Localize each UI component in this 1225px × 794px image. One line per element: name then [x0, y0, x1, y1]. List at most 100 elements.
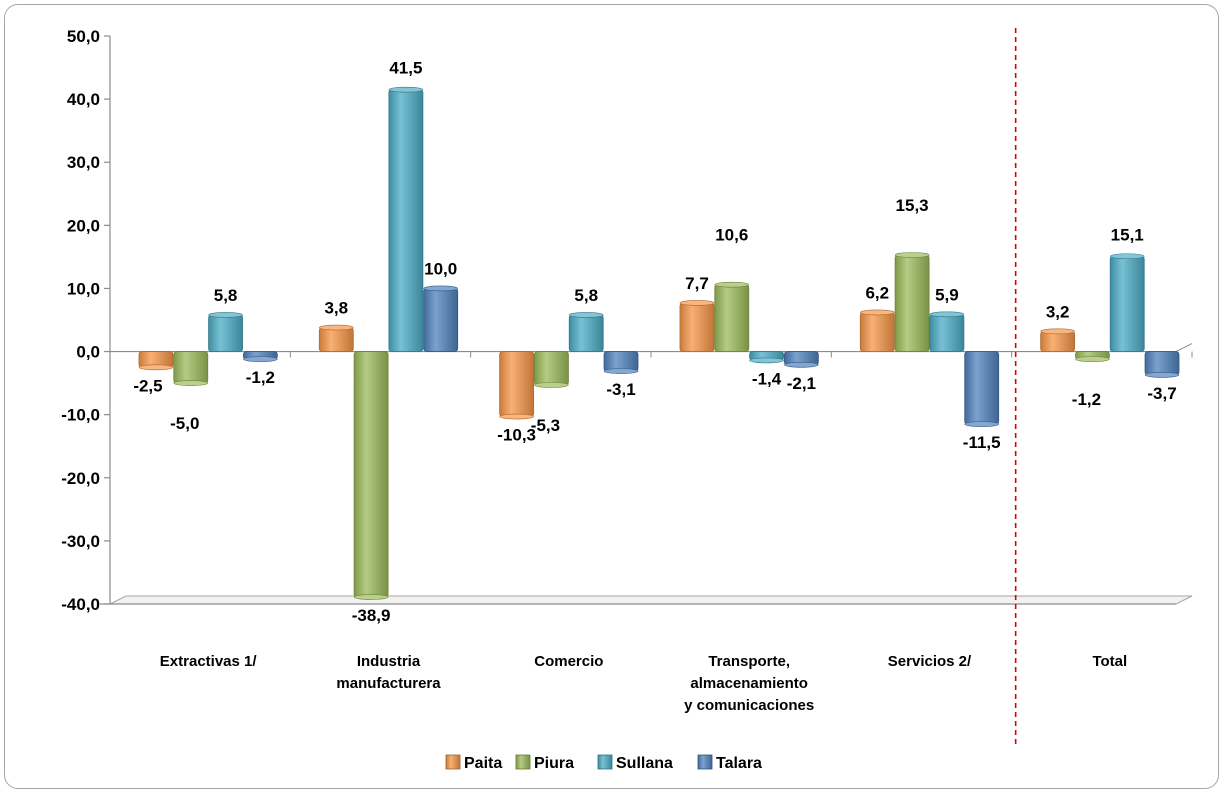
x-category-label: Total: [1092, 653, 1127, 670]
bar-piura-1: [353, 351, 389, 600]
y-tick-label: -10,0: [61, 406, 100, 425]
data-label-sullana: 15,1: [1111, 225, 1144, 244]
bar-sullana-3: [749, 351, 784, 364]
y-tick-label: -40,0: [61, 595, 100, 614]
data-label-talara: 10,0: [424, 259, 457, 278]
y-tick-label: 20,0: [67, 216, 100, 235]
legend-item-piura: Piura: [515, 754, 574, 772]
data-label-paita: -2,5: [133, 376, 162, 395]
bar-cap: [1109, 253, 1145, 260]
data-label-sullana: 5,8: [574, 286, 598, 305]
bar-body: [534, 351, 569, 386]
legend-item-talara: Talara: [697, 754, 762, 772]
bar-talara-1: [423, 285, 459, 352]
bar-piura-3: [714, 281, 750, 352]
bar-body: [929, 313, 965, 352]
legend-swatch: [597, 754, 613, 770]
data-label-piura: -38,9: [352, 606, 391, 625]
data-label-paita: -10,3: [497, 426, 536, 445]
x-category-label: Transporte,: [708, 653, 790, 670]
data-label-talara: -11,5: [963, 433, 1001, 452]
bar-body: [964, 351, 1000, 425]
bar-cap: [499, 413, 534, 420]
bar-body: [1144, 351, 1180, 376]
y-tick-label: -20,0: [61, 469, 100, 488]
bar-cap: [208, 312, 243, 318]
bar-body: [603, 351, 639, 372]
bar-cap: [534, 382, 569, 388]
bar-piura-2: [534, 351, 569, 388]
bar-sullana-1: [388, 86, 424, 352]
bar-cap: [423, 285, 459, 292]
data-label-talara: -3,7: [1147, 384, 1176, 403]
bar-piura-5: [1075, 351, 1110, 362]
bar-sullana-2: [568, 312, 604, 352]
bar-cap: [388, 86, 424, 93]
data-label-piura: -1,2: [1072, 390, 1101, 409]
data-label-talara: -1,2: [246, 368, 275, 387]
bar-cap: [784, 362, 819, 368]
bar-cap: [318, 324, 354, 331]
legend-label: Sullana: [616, 755, 673, 772]
bar-cap: [859, 309, 895, 316]
bar-body: [499, 351, 535, 417]
y-tick-label: 0,0: [76, 343, 100, 362]
y-tick-label: 30,0: [67, 153, 100, 172]
bar-piura-4: [894, 252, 930, 352]
bar-talara-4: [964, 351, 1000, 427]
data-label-sullana: -1,4: [752, 369, 782, 388]
bar-cap: [603, 368, 639, 374]
bar-body: [859, 312, 895, 352]
x-category-label: Industria: [357, 653, 421, 670]
bar-cap: [568, 312, 604, 318]
y-tick-label: 50,0: [67, 27, 100, 46]
bar-cap: [929, 311, 965, 318]
bar-cap: [138, 364, 174, 371]
bar-paita-0: [138, 351, 174, 371]
bar-sullana-4: [929, 311, 965, 352]
bar-cap: [679, 300, 715, 306]
bar-cap: [964, 421, 1000, 427]
bar-cap: [749, 357, 784, 364]
y-tick-label: 10,0: [67, 279, 100, 298]
zero-baseline-depth: [1175, 343, 1193, 353]
data-label-sullana: 41,5: [389, 59, 422, 78]
bar-body: [714, 284, 750, 352]
bar-talara-2: [603, 351, 639, 374]
x-category-label: almacenamiento: [690, 675, 808, 692]
data-label-piura: 15,3: [896, 196, 929, 215]
data-label-sullana: 5,8: [214, 286, 238, 305]
bar-paita-2: [499, 351, 535, 420]
bar-paita-3: [679, 300, 715, 352]
bar-talara-5: [1144, 351, 1180, 378]
legend-swatch: [445, 754, 461, 770]
x-category-label: manufacturera: [336, 675, 441, 692]
bar-talara-3: [783, 351, 819, 368]
data-label-piura: -5,3: [531, 416, 560, 435]
data-label-piura: 10,6: [715, 226, 748, 245]
chart-frame: [4, 4, 1219, 789]
bar-talara-0: [242, 351, 278, 362]
data-label-talara: -3,1: [606, 380, 635, 399]
bar-body: [318, 327, 354, 352]
x-category-label: Servicios 2/: [888, 653, 972, 670]
bar-body: [1109, 255, 1145, 352]
floor-plane: [109, 595, 1193, 605]
bar-body: [388, 89, 424, 352]
bar-sullana-0: [208, 312, 243, 352]
x-category-label: Comercio: [534, 653, 603, 670]
bar-paita-5: [1040, 328, 1076, 352]
data-label-piura: -5,0: [170, 414, 199, 433]
bar-cap: [243, 356, 278, 362]
data-label-sullana: 5,9: [935, 285, 959, 304]
bar-body: [1040, 330, 1076, 352]
data-label-paita: 6,2: [865, 283, 889, 302]
legend-label: Piura: [534, 755, 574, 772]
bar-cap: [173, 380, 209, 386]
bar-body: [208, 314, 243, 352]
data-label-paita: 7,7: [685, 274, 709, 293]
data-label-paita: 3,2: [1046, 302, 1070, 321]
bar-cap: [1040, 328, 1075, 335]
legend-item-sullana: Sullana: [597, 754, 673, 772]
